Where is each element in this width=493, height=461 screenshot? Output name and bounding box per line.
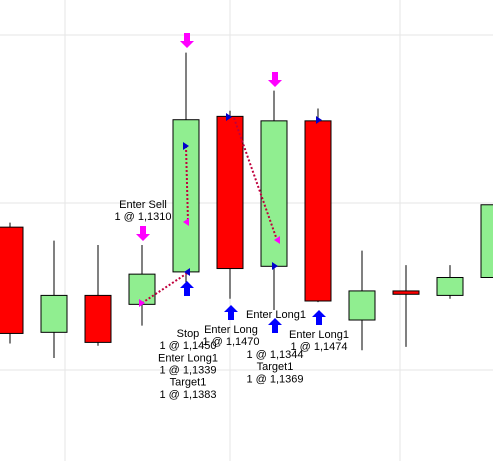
candle-body xyxy=(84,294,112,343)
candle-body xyxy=(436,276,464,296)
annotation-text: Enter Long1 xyxy=(289,329,349,341)
candle-body xyxy=(172,119,200,273)
annotation-text: 1 @ 1,1369 xyxy=(246,373,303,385)
trade-line xyxy=(185,145,189,223)
annotation-text: Target1 xyxy=(257,361,294,373)
execution-marker xyxy=(183,142,189,150)
annotation-text: 1 @ 1,1470 xyxy=(202,336,259,348)
buy-signal xyxy=(312,310,326,325)
annotation-text: Enter Long1 xyxy=(246,309,306,321)
trade-lines xyxy=(141,117,278,304)
candles xyxy=(0,52,493,359)
candle-body xyxy=(0,226,24,334)
buy-signal xyxy=(268,318,282,333)
execution-marker xyxy=(226,113,232,121)
annotation-text: Stop xyxy=(177,328,200,340)
sell-signal xyxy=(268,72,282,87)
annotation-text: Enter Sell xyxy=(119,199,167,211)
sell-signal xyxy=(136,226,150,241)
candle-body xyxy=(40,294,68,333)
annotation-text: 1 @ 1,1344 xyxy=(246,349,303,361)
annotation-text: 1 @ 1,1450 xyxy=(159,340,216,352)
signal-arrows xyxy=(136,33,326,333)
candle-body xyxy=(304,120,332,302)
execution-marker xyxy=(183,218,189,226)
sell-signal xyxy=(180,33,194,48)
annotation-text: Enter Long1 xyxy=(158,352,218,364)
trade-line xyxy=(141,271,190,304)
annotation-text: 1 @ 1,1339 xyxy=(159,365,216,377)
candle-body xyxy=(348,290,376,321)
buy-signal xyxy=(180,281,194,296)
execution-markers xyxy=(139,113,322,307)
candle-body xyxy=(480,204,493,278)
annotation-text: 1 @ 1,1474 xyxy=(290,341,347,353)
buy-signal xyxy=(224,305,238,320)
execution-marker xyxy=(274,236,280,244)
execution-marker xyxy=(316,116,322,124)
annotation-text: 1 @ 1,1383 xyxy=(159,389,216,401)
annotation-text: Enter Long xyxy=(204,324,258,336)
annotation-text: Target1 xyxy=(170,377,207,389)
trade-line xyxy=(233,117,278,241)
candle-body xyxy=(128,273,156,305)
execution-marker xyxy=(184,268,190,276)
candle-body xyxy=(260,120,288,267)
annotation-text: 1 @ 1,1310 xyxy=(114,211,171,223)
candle-body xyxy=(216,115,244,270)
candle-body xyxy=(392,290,420,295)
execution-marker xyxy=(272,262,278,270)
execution-marker xyxy=(139,299,145,307)
